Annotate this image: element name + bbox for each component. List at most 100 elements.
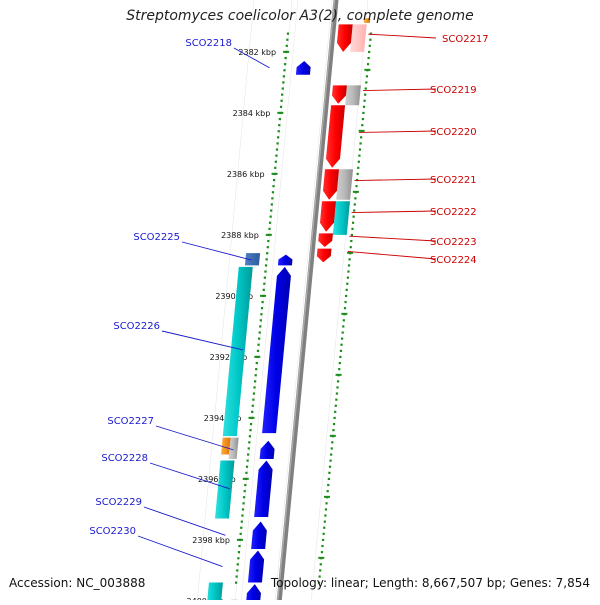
ruler-dot [286, 38, 289, 41]
ruler-dot [336, 380, 340, 383]
ruler-label: 2390 kbp [215, 292, 253, 301]
ruler-dot [272, 185, 275, 188]
forward-feature-gray [345, 85, 361, 106]
ruler-dot [279, 105, 283, 108]
ruler-dot [351, 221, 355, 224]
ruler-dot [326, 490, 329, 493]
backbone-line [276, 0, 339, 605]
forward-gene-sco2223 [318, 233, 333, 248]
ruler-dot [341, 337, 344, 340]
ruler-dot [259, 325, 262, 328]
ruler-dot [283, 63, 287, 66]
ruler-dot [248, 435, 251, 438]
ruler-dot [240, 520, 243, 523]
ruler-dot [350, 233, 354, 237]
ruler-dot [348, 258, 351, 261]
ruler-dot [327, 477, 330, 481]
ruler-dot [328, 465, 332, 468]
ruler-dot [242, 502, 245, 505]
ruler-dot [347, 264, 351, 267]
ruler-dot [278, 124, 281, 127]
reverse-gene-label: SCO2218 [185, 38, 232, 49]
ruler-dot [239, 532, 242, 535]
ruler-dot [243, 496, 246, 499]
ruler-dot [317, 581, 321, 584]
reverse-gene-sco2218 [295, 61, 311, 75]
reverse-gene-sco2225 [277, 254, 293, 266]
reverse-feature-cyan [222, 266, 253, 437]
ruler-dot [268, 221, 272, 224]
forward-label-leader [368, 33, 437, 39]
ruler-dot [252, 398, 255, 401]
ruler-dot [275, 154, 278, 157]
ruler-dot [347, 270, 350, 273]
ruler-dot [353, 203, 356, 206]
ruler-dot [270, 209, 273, 212]
ruler-dot [256, 349, 260, 352]
ruler-dot [355, 185, 358, 188]
ruler-dot [260, 313, 263, 316]
forward-feature-pink [350, 24, 367, 52]
forward-feature-gray [336, 169, 354, 200]
ruler-dot [333, 416, 336, 420]
forward-label-leader [359, 130, 437, 133]
ruler-label: 2398 kbp [192, 536, 230, 545]
ruler-dot [243, 490, 246, 493]
reverse-gene-sco2230 [247, 550, 265, 583]
ruler-dot [330, 453, 333, 456]
ruler-dot [338, 368, 341, 371]
ruler-label: 2384 kbp [233, 109, 271, 118]
ruler-dot [364, 93, 367, 96]
ruler-dot [345, 294, 348, 298]
ruler-dot [357, 160, 360, 163]
ruler-dot [278, 117, 281, 121]
ruler-dot [258, 331, 261, 334]
ruler-dot [336, 386, 339, 389]
ruler-dot [351, 227, 354, 230]
ruler-dot [357, 166, 360, 169]
ruler-dot [282, 81, 285, 84]
ruler-dot [284, 56, 287, 60]
gene-layer [245, 24, 353, 605]
ruler-dot [324, 508, 328, 511]
ruler-label: 2396 kbp [198, 475, 236, 484]
ruler-dot [369, 38, 372, 41]
forward-label-leader [351, 210, 437, 213]
ruler-dot [358, 148, 362, 151]
reverse-gene-label: SCO2225 [133, 232, 180, 243]
ruler-dot [342, 319, 345, 322]
ruler-dot [362, 105, 366, 108]
ruler-dot [272, 178, 276, 182]
reverse-gene-label: SCO2229 [95, 497, 142, 508]
ruler-dot [335, 398, 338, 401]
ruler-dot [269, 215, 272, 218]
forward-gene-label: SCO2217 [442, 34, 489, 45]
reverse-gene-sco2226 [262, 266, 291, 434]
ruler-dot [323, 526, 326, 529]
ruler-dot [346, 276, 349, 279]
ruler-dot [349, 246, 352, 249]
ruler-dot [245, 471, 248, 474]
ruler-dot [339, 349, 343, 352]
ruler-dot [246, 459, 249, 462]
ruler-dot [240, 526, 243, 529]
reverse-feature-cyan [215, 460, 235, 519]
ruler-dot [263, 276, 266, 279]
ruler-dot [334, 410, 337, 413]
ruler-dot [339, 355, 342, 359]
forward-gene-label: SCO2221 [430, 175, 477, 186]
ruler-dot [260, 307, 264, 310]
reverse-label-leader [137, 535, 223, 567]
ruler-dot [330, 447, 333, 450]
reverse-gene-sco2227 [259, 440, 275, 460]
forward-gene-label: SCO2222 [430, 207, 477, 218]
ruler-dot [274, 160, 277, 163]
forward-feature-cyan [332, 201, 350, 235]
ruler-dot [253, 380, 257, 383]
reverse-label-leader [149, 462, 230, 490]
ruler-label: 2392 kbp [210, 353, 248, 362]
ruler-dot [280, 99, 283, 102]
ruler-dot [318, 575, 321, 578]
ruler-dot [271, 197, 274, 200]
feature-layer [206, 18, 371, 605]
